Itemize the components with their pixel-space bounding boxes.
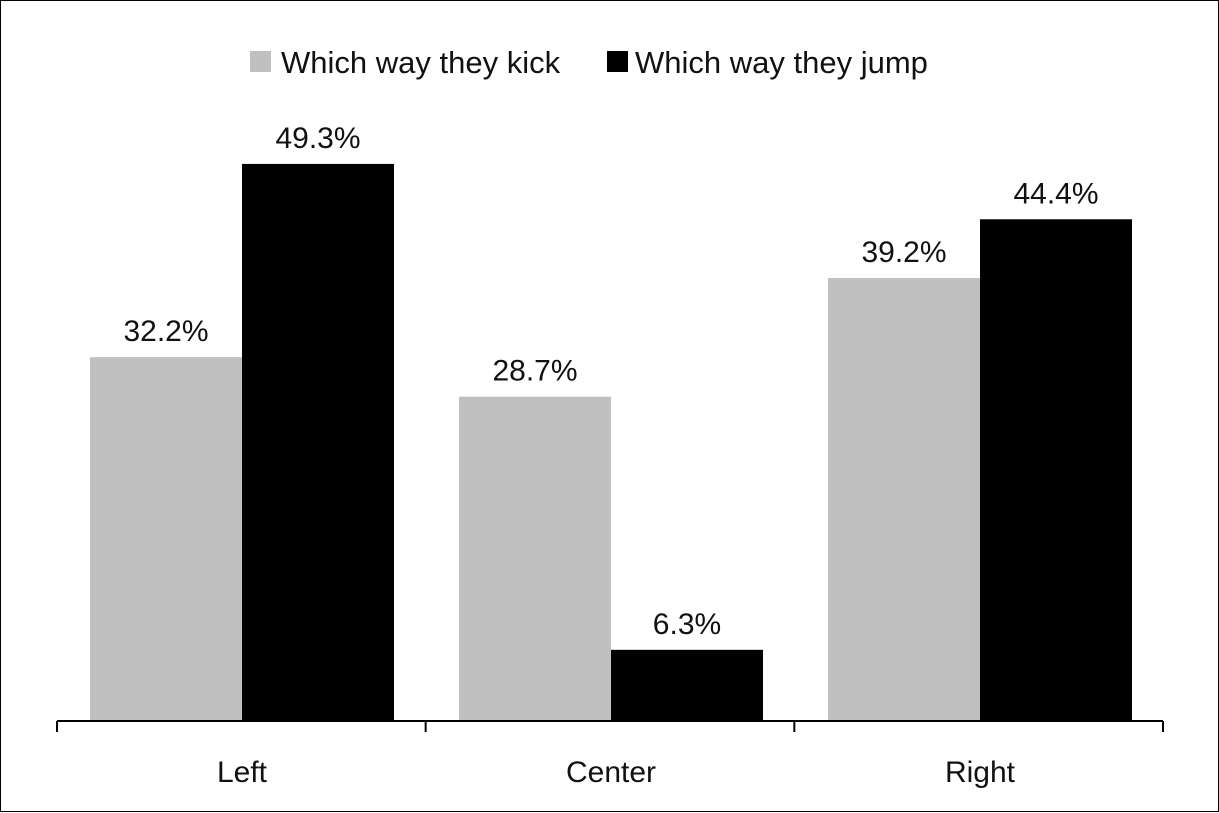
data-label-center-which-way-they-jump: 6.3% — [653, 608, 721, 641]
bar-center-which-way-they-jump — [611, 649, 763, 721]
legend-label-jump: Which way they jump — [635, 45, 928, 80]
bars — [90, 163, 1132, 721]
bar-right-which-way-they-jump — [980, 219, 1132, 721]
data-label-left-which-way-they-jump: 49.3% — [275, 122, 360, 155]
data-label-right-which-way-they-kick: 39.2% — [861, 236, 946, 269]
x-tick-label-right: Right — [945, 756, 1016, 789]
bar-right-which-way-they-kick — [828, 278, 980, 721]
data-label-left-which-way-they-kick: 32.2% — [123, 315, 208, 348]
bar-data-labels: 32.2% 49.3% 28.7% 6.3% 39.2% 44.4% — [123, 122, 1098, 641]
x-axis-labels: Left Center Right — [217, 756, 1016, 789]
bar-left-which-way-they-jump — [242, 163, 394, 721]
x-tick-label-center: Center — [566, 756, 656, 789]
x-axis — [56, 720, 1164, 732]
x-tick-label-left: Left — [217, 756, 268, 789]
legend-label-kick: Which way they kick — [281, 45, 561, 80]
legend-swatch-kick — [250, 51, 271, 72]
bar-center-which-way-they-kick — [459, 396, 611, 721]
data-label-right-which-way-they-jump: 44.4% — [1013, 177, 1098, 210]
bar-left-which-way-they-kick — [90, 357, 242, 721]
data-label-center-which-way-they-kick: 28.7% — [492, 355, 577, 388]
legend-swatch-jump — [607, 51, 628, 72]
legend: Which way they kick Which way they jump — [250, 45, 928, 80]
